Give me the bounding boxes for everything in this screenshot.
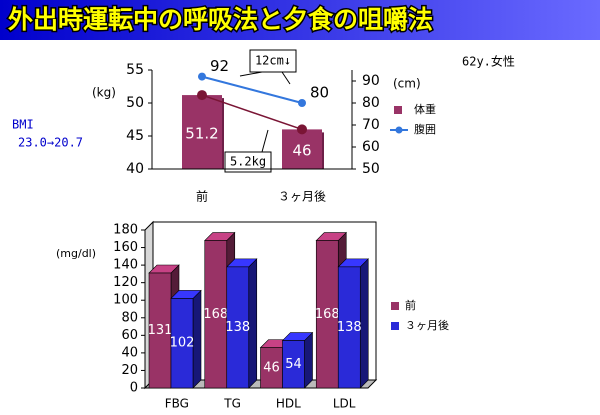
bar-side [304, 331, 313, 389]
bar [182, 95, 222, 169]
legend-label: 体重 [414, 102, 436, 116]
y-tick-label: 160 [113, 240, 138, 255]
legend-label: ３ヶ月後 [405, 318, 449, 332]
y2-tick-label: 80 [362, 95, 380, 111]
trend-marker [297, 124, 307, 135]
y-tick-label: 140 [113, 258, 138, 273]
y-axis-label: (kg) [92, 86, 116, 100]
y-tick-label: 50 [126, 95, 144, 111]
y-axis-label: (mg/dl) [56, 247, 96, 260]
y-tick-label: 20 [121, 363, 138, 378]
y2-tick-label: 70 [362, 117, 380, 133]
data-label: 46 [263, 360, 280, 375]
data-label: 168 [315, 307, 340, 322]
bar [282, 129, 322, 169]
trend-marker [197, 90, 207, 101]
bar [170, 298, 194, 389]
legend-swatch [395, 126, 403, 134]
y-tick-label: 55 [126, 62, 144, 78]
annotation: 12cm↓ [255, 54, 291, 68]
data-label: 46 [292, 142, 311, 160]
data-label: 168 [203, 307, 228, 322]
title-banner [0, 0, 600, 40]
y2-axis-label: (cm) [393, 77, 421, 91]
x-tick-label: FBG [165, 397, 189, 411]
x-tick-label: 前 [196, 189, 208, 204]
y2-tick-label: 50 [362, 161, 380, 177]
data-label: 92 [210, 57, 229, 75]
y-tick-label: 0 [130, 381, 138, 396]
line-series [201, 75, 303, 104]
y2-tick-label: 90 [362, 73, 380, 89]
data-label: 138 [225, 320, 250, 335]
y-tick-label: 80 [121, 310, 138, 325]
callout-pointer [261, 129, 269, 153]
bmi-value: 23.0→20.7 [18, 136, 83, 150]
bar [226, 266, 250, 389]
y-tick-label: 40 [121, 345, 138, 360]
data-label: 138 [337, 320, 362, 335]
callout-box [249, 49, 297, 73]
line-marker [298, 99, 306, 107]
line-marker [198, 72, 206, 81]
x-tick-label: LDL [333, 397, 356, 411]
trend-line [201, 94, 303, 131]
data-label: 102 [170, 336, 195, 351]
legend-label: 前 [405, 298, 416, 312]
y-tick-label: 180 [113, 223, 138, 238]
y-tick-label: 40 [126, 161, 144, 177]
annotation: 5.2kg [230, 155, 266, 169]
y-tick-label: 45 [126, 128, 144, 144]
x-tick-label: ３ヶ月後 [278, 190, 326, 204]
callout-box [224, 151, 272, 173]
data-label: 51.2 [185, 125, 218, 143]
callout-pointer [239, 71, 291, 85]
y-tick-label: 100 [113, 293, 138, 308]
slide-title: 外出時運転中の呼吸法と夕食の咀嚼法 [8, 5, 433, 34]
data-label: 54 [285, 357, 302, 372]
y2-tick-label: 60 [362, 139, 380, 155]
legend-swatch [391, 322, 399, 330]
data-label: 131 [148, 323, 173, 338]
legend-swatch [394, 106, 402, 114]
x-tick-label: HDL [276, 397, 301, 411]
legend-swatch [391, 302, 399, 310]
data-label: 80 [310, 84, 329, 102]
legend-label: 腹囲 [414, 122, 436, 136]
y-tick-label: 60 [121, 328, 138, 343]
x-tick-label: TG [223, 397, 241, 411]
y-tick-label: 120 [113, 275, 138, 290]
bar [337, 266, 361, 389]
bar [282, 340, 305, 389]
bmi-label: BMI [12, 118, 34, 132]
subject: 62y.女性 [462, 54, 515, 69]
